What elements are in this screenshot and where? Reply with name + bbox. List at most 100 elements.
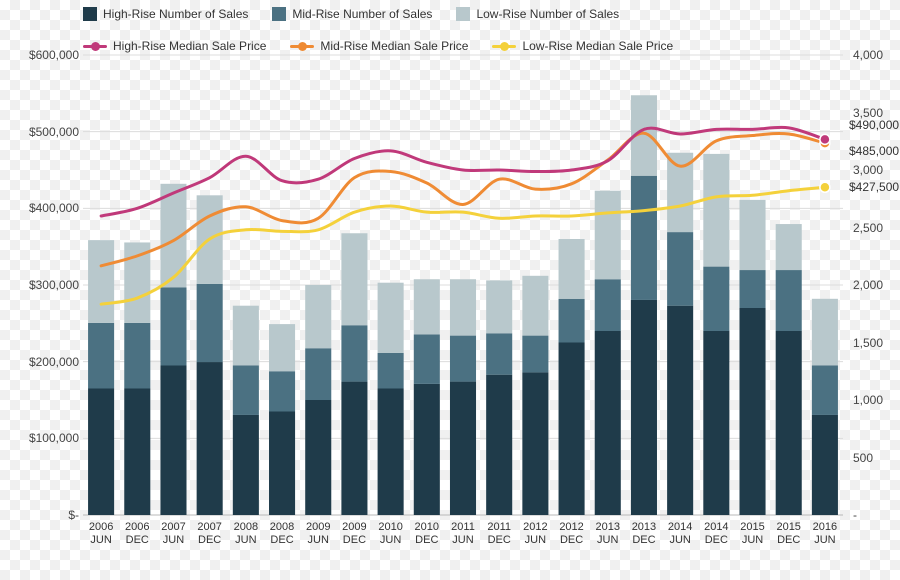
bar-low_rise_bar (233, 306, 259, 366)
legend-item: High-Rise Number of Sales (83, 7, 248, 21)
x-axis: 2006JUN2006DEC2007JUN2007DEC2008JUN2008D… (83, 517, 843, 563)
legend-swatch-bar (456, 7, 470, 21)
x-tick-label: 2014JUN (662, 521, 698, 547)
x-tick-label: 2009DEC (336, 521, 372, 547)
chart-svg (83, 55, 843, 515)
bar-high_rise_bar (233, 415, 259, 515)
legend-swatch-bar (272, 7, 286, 21)
legend-item: Low-Rise Number of Sales (456, 7, 619, 21)
x-tick-label: 2012DEC (554, 521, 590, 547)
legend-label: High-Rise Number of Sales (103, 7, 248, 21)
legend-label: Low-Rise Median Sale Price (522, 39, 673, 53)
x-tick-label: 2011DEC (481, 521, 517, 547)
legend-item: Mid-Rise Number of Sales (272, 7, 432, 21)
bar-high_rise_bar (739, 308, 765, 515)
bar-mid_rise_bar (341, 325, 367, 381)
bar-low_rise_bar (341, 233, 367, 325)
bar-high_rise_bar (486, 375, 512, 515)
bar-high_rise_bar (450, 382, 476, 515)
x-tick-label: 2007JUN (155, 521, 191, 547)
bar-high_rise_bar (595, 331, 621, 515)
bar-high_rise_bar (341, 382, 367, 515)
bar-high_rise_bar (305, 400, 331, 515)
x-tick-label: 2011JUN (445, 521, 481, 547)
bar-high_rise_bar (631, 300, 657, 515)
bar-mid_rise_bar (631, 176, 657, 300)
bar-low_rise_bar (739, 200, 765, 270)
legend-swatch-line (290, 45, 314, 48)
bar-mid_rise_bar (559, 299, 585, 343)
bar-mid_rise_bar (414, 334, 440, 383)
end-value-label: $490,000 (849, 118, 899, 132)
bar-mid_rise_bar (739, 270, 765, 308)
bar-high_rise_bar (703, 331, 729, 515)
bar-high_rise_bar (414, 384, 440, 515)
bar-high_rise_bar (522, 372, 548, 515)
y-left-tick: $500,000 (5, 125, 79, 139)
x-tick-label: 2006JUN (83, 521, 119, 547)
bar-low_rise_bar (305, 285, 331, 348)
line-end-marker (820, 182, 830, 192)
bar-low_rise_bar (595, 191, 621, 280)
bar-mid_rise_bar (269, 371, 295, 411)
x-tick-label: 2012JUN (517, 521, 553, 547)
bar-high_rise_bar (776, 331, 802, 515)
bar-low_rise_bar (522, 276, 548, 336)
y-left-tick: $300,000 (5, 278, 79, 292)
x-tick-label: 2008JUN (228, 521, 264, 547)
y-right-tick: 2,500 (853, 221, 895, 235)
x-tick-label: 2007DEC (192, 521, 228, 547)
y-left-tick: $400,000 (5, 201, 79, 215)
legend-label: Mid-Rise Median Sale Price (320, 39, 468, 53)
x-tick-label: 2013JUN (590, 521, 626, 547)
x-tick-label: 2015JUN (735, 521, 771, 547)
legend-swatch-line (83, 45, 107, 48)
y-right-tick: - (853, 508, 895, 522)
legend-label: Mid-Rise Number of Sales (292, 7, 432, 21)
bar-high_rise_bar (160, 366, 186, 516)
bar-low_rise_bar (450, 279, 476, 335)
bar-high_rise_bar (559, 343, 585, 516)
x-tick-label: 2008DEC (264, 521, 300, 547)
bar-mid_rise_bar (667, 232, 693, 306)
y-right-tick: 500 (853, 451, 895, 465)
bar-mid_rise_bar (776, 270, 802, 331)
bar-mid_rise_bar (197, 284, 223, 362)
legend-item: Mid-Rise Median Sale Price (290, 39, 468, 53)
bar-mid_rise_bar (160, 287, 186, 365)
x-tick-label: 2016JUN (807, 521, 843, 547)
legend-item: Low-Rise Median Sale Price (492, 39, 673, 53)
x-tick-label: 2015DEC (771, 521, 807, 547)
x-tick-label: 2013DEC (626, 521, 662, 547)
sales-price-chart: High-Rise Number of Sales Mid-Rise Number… (5, 5, 895, 570)
x-tick-label: 2010JUN (373, 521, 409, 547)
x-tick-label: 2009JUN (300, 521, 336, 547)
bar-mid_rise_bar (233, 366, 259, 415)
bar-mid_rise_bar (812, 366, 838, 415)
y-right-tick: 3,000 (853, 163, 895, 177)
bar-mid_rise_bar (486, 333, 512, 374)
bar-high_rise_bar (812, 415, 838, 515)
y-right-tick: 4,000 (853, 48, 895, 62)
bar-high_rise_bar (667, 306, 693, 515)
end-value-label: $485,000 (849, 144, 899, 158)
legend-swatch-line (492, 45, 516, 48)
bar-low_rise_bar (812, 299, 838, 366)
y-right-tick: 1,500 (853, 336, 895, 350)
y-left-tick: $- (5, 508, 79, 522)
y-left-tick: $100,000 (5, 431, 79, 445)
plot-area (83, 55, 843, 515)
x-tick-label: 2010DEC (409, 521, 445, 547)
legend-swatch-bar (83, 7, 97, 21)
legend-item: High-Rise Median Sale Price (83, 39, 266, 53)
bar-high_rise_bar (269, 412, 295, 516)
bar-high_rise_bar (88, 389, 114, 516)
bar-mid_rise_bar (450, 336, 476, 382)
bar-mid_rise_bar (703, 267, 729, 331)
y-left-tick: $200,000 (5, 355, 79, 369)
legend-label: High-Rise Median Sale Price (113, 39, 266, 53)
legend: High-Rise Number of Sales Mid-Rise Number… (83, 7, 855, 53)
x-tick-label: 2006DEC (119, 521, 155, 547)
bar-low_rise_bar (269, 324, 295, 371)
x-tick-label: 2014DEC (698, 521, 734, 547)
